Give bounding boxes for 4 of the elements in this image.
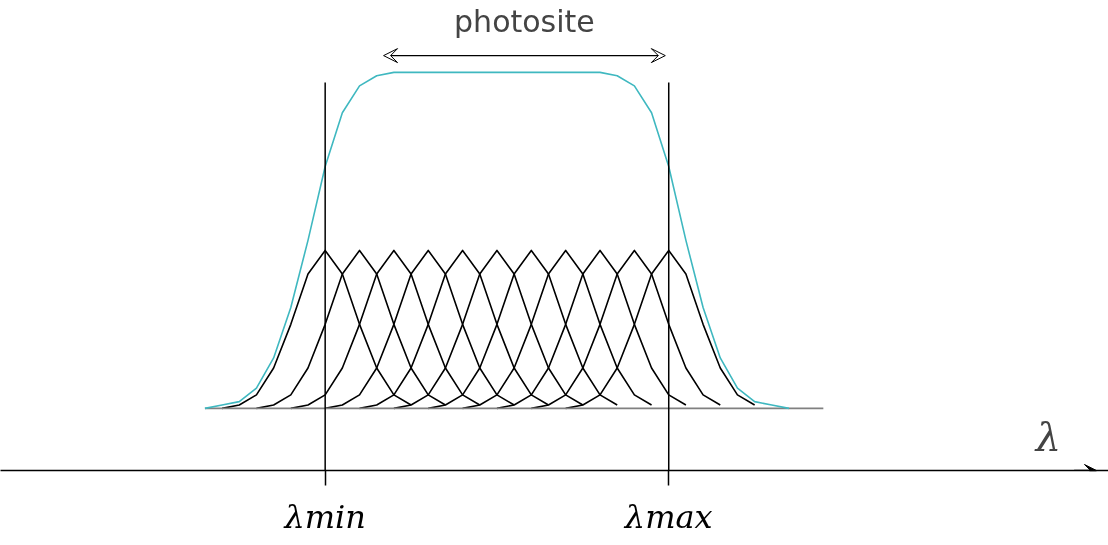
x-tick-label: λmax [622,497,713,536]
text: photosite [454,3,595,39]
x-tick-label: λmin [282,497,366,536]
text: λ [1033,414,1062,461]
